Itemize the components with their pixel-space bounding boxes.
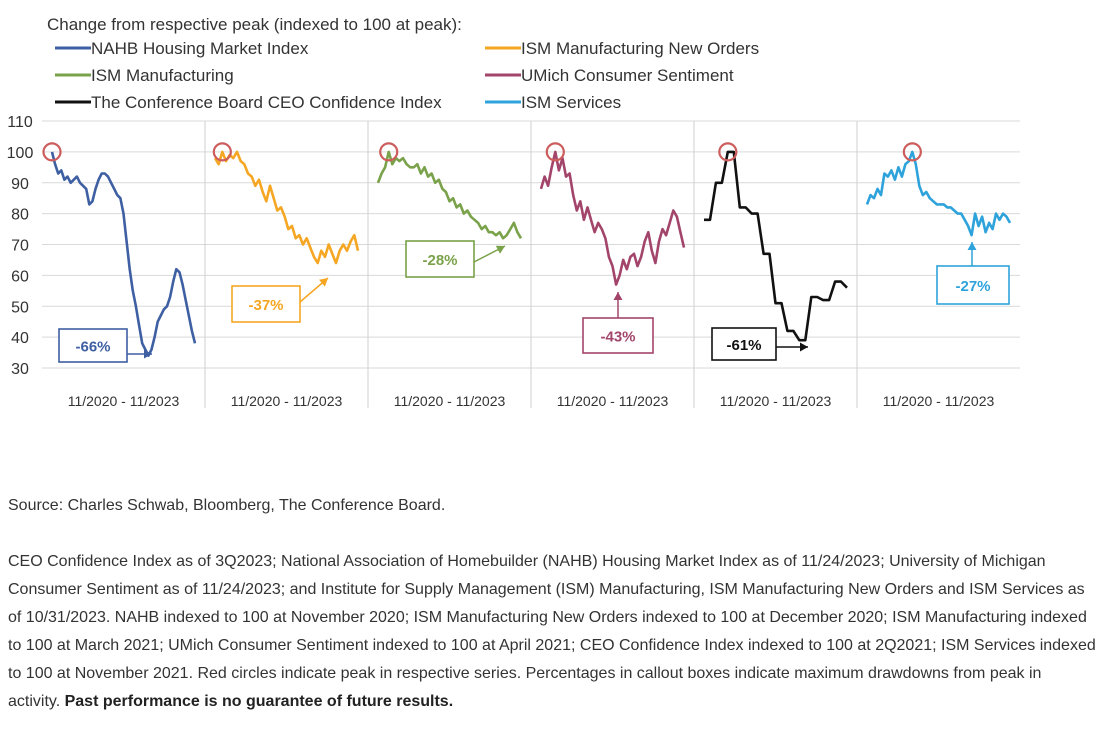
callout-arrowhead [319, 278, 328, 287]
series-line [865, 150, 1012, 237]
drawdown-callout [58, 328, 128, 363]
y-tick-label: 30 [11, 361, 29, 378]
callout-arrowhead [967, 242, 977, 250]
drawdown-label: -61% [726, 337, 761, 354]
series-line [50, 151, 197, 357]
footnote-text: CEO Confidence Index as of 3Q2023; Natio… [8, 553, 1096, 710]
drawdown-callout [936, 265, 1010, 305]
y-tick-label: 110 [7, 114, 33, 131]
x-range-label: 11/2020 - 11/2023 [231, 393, 343, 409]
legend-label: UMich Consumer Sentiment [521, 66, 734, 85]
series-line [376, 150, 523, 240]
disclaimer: Past performance is no guarantee of futu… [64, 693, 454, 710]
y-tick-label: 50 [11, 299, 29, 316]
drawdown-callout [711, 327, 777, 361]
series-line [704, 150, 848, 342]
y-tick-label: 60 [11, 268, 29, 285]
legend-label: ISM Manufacturing [91, 66, 234, 85]
drawdown-label: -43% [600, 329, 635, 346]
peak-marker [718, 142, 738, 162]
callout-arrowhead [495, 245, 505, 254]
x-range-label: 11/2020 - 11/2023 [394, 393, 506, 409]
chart-panels: 11/2020 - 11/2023 -66% 11/2020 - 11/2023 -3… [42, 121, 1012, 409]
peak-marker [379, 142, 399, 162]
series-line [539, 150, 686, 286]
y-tick-label: 40 [11, 330, 29, 347]
x-range-label: 11/2020 - 11/2023 [68, 393, 180, 409]
series-line [213, 150, 360, 265]
legend-label: NAHB Housing Market Index [91, 39, 309, 58]
drawdown-label: -27% [955, 278, 990, 295]
legend: NAHB Housing Market Index ISM Manufacturi… [55, 39, 759, 112]
panel-4: 11/2020 - 11/2023 -61% [693, 121, 848, 409]
panel-1: 11/2020 - 11/2023 -37% [204, 121, 360, 409]
peak-marker [545, 142, 565, 162]
panel-0: 11/2020 - 11/2023 -66% [42, 142, 197, 409]
y-tick-label: 100 [7, 145, 34, 162]
callout-arrowhead [144, 349, 152, 359]
panel-5: 11/2020 - 11/2023 -27% [856, 121, 1012, 409]
y-tick-label: 80 [11, 207, 29, 224]
footnote: CEO Confidence Index as of 3Q2023; Natio… [8, 548, 1096, 716]
legend-label: ISM Services [521, 93, 621, 112]
y-axis: 110 100 90 80 70 60 50 40 30 [7, 114, 34, 378]
drawdown-label: -37% [248, 297, 283, 314]
x-range-label: 11/2020 - 11/2023 [883, 393, 995, 409]
y-tick-label: 90 [11, 176, 29, 193]
drawdown-callout [405, 240, 475, 278]
y-tick-label: 70 [11, 238, 29, 255]
panel-2: 11/2020 - 11/2023 -28% [367, 121, 523, 409]
drawdown-label: -28% [422, 252, 457, 269]
chart: Change from respective peak (indexed to … [7, 15, 1020, 409]
peak-marker [902, 142, 922, 162]
drawdown-callout [231, 285, 301, 323]
callout-arrowhead [800, 342, 808, 352]
legend-label: ISM Manufacturing New Orders [521, 39, 759, 58]
drawdown-label: -66% [75, 339, 110, 356]
callout-arrowhead [613, 292, 623, 300]
x-range-label: 11/2020 - 11/2023 [720, 393, 832, 409]
chart-title: Change from respective peak (indexed to … [47, 15, 462, 34]
source-note: Source: Charles Schwab, Bloomberg, The C… [8, 497, 446, 514]
peak-marker [212, 142, 232, 162]
legend-label: The Conference Board CEO Confidence Inde… [91, 93, 442, 112]
panel-3: 11/2020 - 11/2023 -43% [530, 121, 686, 409]
peak-marker [42, 142, 62, 162]
x-range-label: 11/2020 - 11/2023 [557, 393, 669, 409]
